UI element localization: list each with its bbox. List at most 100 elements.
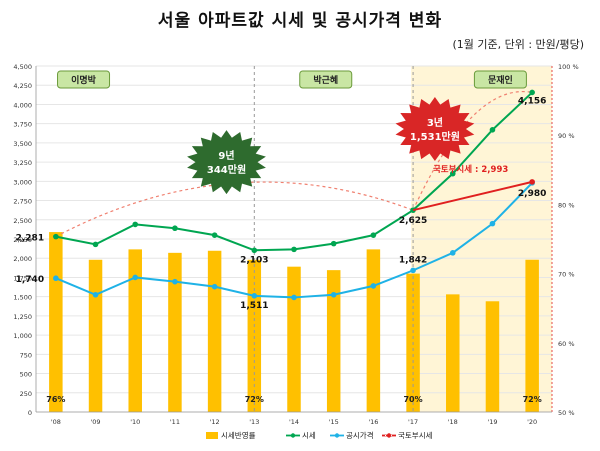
x-tick: '10 <box>130 418 140 426</box>
growth-badge <box>395 97 475 161</box>
official-point <box>53 275 59 282</box>
official-point <box>251 293 258 299</box>
era-box <box>299 70 353 89</box>
official-value-label: 1,842 <box>399 255 427 265</box>
growth-arc <box>55 181 414 238</box>
legend-label-official: 공시가격 <box>346 430 374 440</box>
x-tick: '20 <box>527 418 537 426</box>
x-tick: '08 <box>51 418 61 426</box>
data-labels: 2,281 2,103 2,625 4,156 1,740 1,511 1,842 2,980… <box>16 96 547 404</box>
official-point <box>370 283 377 289</box>
market-value-label: 4,156 <box>518 96 546 106</box>
y-tick-left: 2,250 <box>13 236 32 244</box>
ratio-bars <box>49 232 539 412</box>
y-tick-left: 0 <box>28 409 32 417</box>
y-tick-left: 750 <box>20 351 32 359</box>
official-point <box>92 291 99 298</box>
badge-line1: 3년 <box>427 116 443 129</box>
market-point <box>330 240 337 247</box>
ratio-bar <box>525 259 539 412</box>
market-point <box>291 246 297 253</box>
market-value-label: 2,103 <box>240 255 268 265</box>
market-point <box>251 247 258 254</box>
x-tick: '17 <box>408 418 418 426</box>
x-tick: '15 <box>329 418 339 426</box>
y-tick-right: 70 % <box>558 271 575 279</box>
y-tick-right: 90 % <box>558 132 575 140</box>
era-label: 박근혜 <box>313 74 338 86</box>
legend-swatch-ministry <box>386 433 392 438</box>
ratio-bar <box>326 270 341 412</box>
y-tick-left: 500 <box>20 371 32 379</box>
ratio-bar <box>207 250 222 412</box>
official-point <box>410 267 416 274</box>
y-tick-left: 4,250 <box>13 82 32 90</box>
y-tick-left: 4,000 <box>13 101 32 109</box>
era-label: 문재인 <box>488 74 513 86</box>
y-tick-left: 3,000 <box>13 178 32 186</box>
ministry-point <box>529 179 535 185</box>
ratio-bar <box>287 266 301 412</box>
official-value-label: 2,980 <box>518 189 546 199</box>
era-dividers <box>253 66 414 412</box>
y-tick-left: 2,000 <box>13 255 32 263</box>
y-tick-left: 3,250 <box>13 159 32 167</box>
legend-label-ratio: 시세반영률 <box>221 430 256 440</box>
x-tick: '11 <box>170 418 180 426</box>
official-point <box>291 294 297 301</box>
y-tick-left: 1,000 <box>13 332 32 340</box>
ratio-bar <box>366 249 381 412</box>
x-tick: '13 <box>249 418 259 426</box>
y-tick-left: 4,500 <box>13 63 32 71</box>
ratio-label: 76% <box>46 395 65 404</box>
official-point <box>211 283 218 290</box>
legend-swatch-official <box>334 433 340 438</box>
official-point <box>489 220 496 227</box>
era-label: 이명박 <box>71 74 97 86</box>
era-box <box>57 70 111 89</box>
official-point <box>172 278 178 285</box>
official-point <box>132 274 139 281</box>
market-point <box>92 241 99 248</box>
y-tick-left: 2,500 <box>13 217 32 225</box>
y-tick-right: 80 % <box>558 201 575 209</box>
ratio-label: 72% <box>245 395 264 404</box>
y-tick-left: 1,500 <box>13 294 32 302</box>
y-tick-right: 100 % <box>558 63 579 71</box>
ratio-bar <box>247 259 262 412</box>
series-lines <box>53 89 535 301</box>
y-tick-right: 60 % <box>558 340 575 348</box>
market-point <box>449 170 456 177</box>
era-labels: 이명박 박근혜 문재인 <box>57 70 527 89</box>
ratio-bar <box>446 294 460 412</box>
ratio-label: 70% <box>403 395 422 404</box>
market-value-label: 2,281 <box>16 234 44 244</box>
badge-line2: 1,531만원 <box>410 130 460 143</box>
y-tick-left: 250 <box>20 390 32 398</box>
ratio-bar <box>88 259 103 412</box>
ministry-line <box>412 180 533 212</box>
badge-line1: 9년 <box>218 149 234 162</box>
unit-note: (1월 기준, 단위 : 만원/평당) <box>452 38 584 51</box>
official-point <box>330 291 337 298</box>
market-point <box>489 127 496 133</box>
y-tick-left: 2,750 <box>13 198 32 206</box>
y-tick-right: 50 % <box>558 409 575 417</box>
legend-label-ministry: 국토부시세 <box>398 431 433 440</box>
x-tick: '09 <box>91 418 101 426</box>
market-value-label: 2,625 <box>399 216 427 226</box>
official-value-label: 1,740 <box>16 275 44 285</box>
market-point <box>211 232 218 238</box>
y-tick-left: 1,250 <box>13 313 32 321</box>
badge-line2: 344만원 <box>207 163 246 176</box>
x-tick: '14 <box>289 418 299 426</box>
ministry-label: 국토부시세 : 2,993 <box>433 164 508 175</box>
growth-badge <box>187 130 266 195</box>
axes: 0 250 500 750 1,000 1,250 1,500 1,750 2,000 2,250… <box>13 63 578 426</box>
ratio-bar <box>485 301 500 412</box>
ratio-bar <box>168 252 182 412</box>
x-tick: '16 <box>368 418 378 426</box>
legend: 시세반영률 시세 공시가격 국토부시세 <box>206 430 433 440</box>
x-tick: '12 <box>210 418 220 426</box>
y-tick-left: 3,750 <box>13 121 32 129</box>
